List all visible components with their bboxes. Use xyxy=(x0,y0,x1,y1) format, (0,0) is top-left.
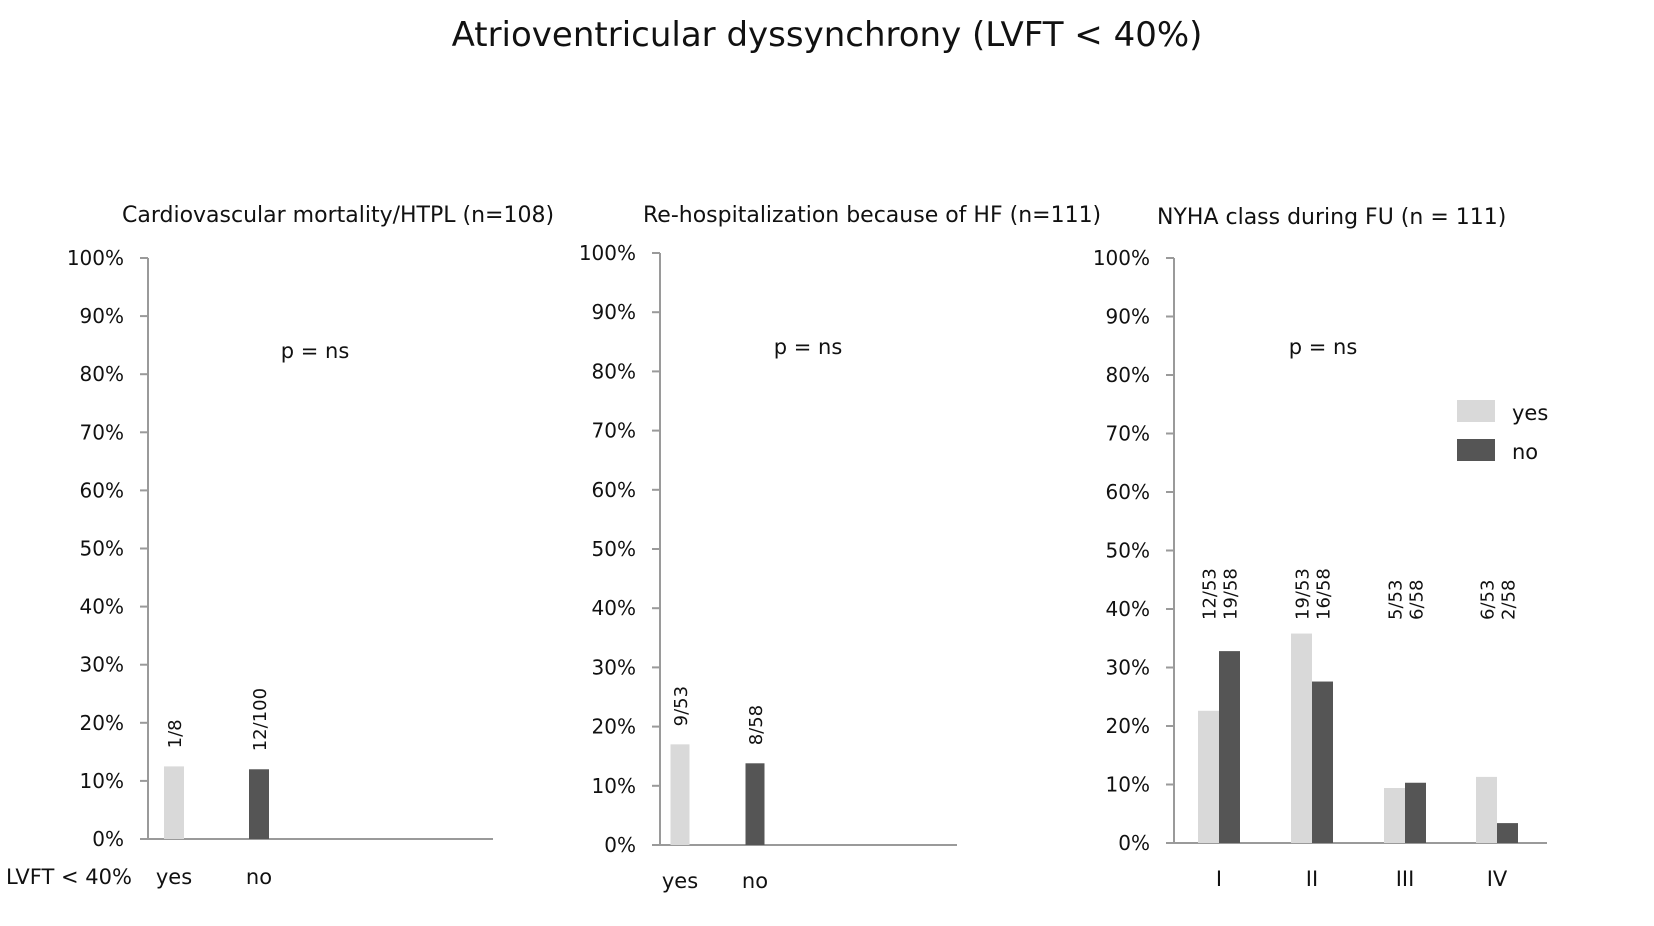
panel-title: Cardiovascular mortality/HTPL (n=108) xyxy=(122,203,554,228)
data-label: 12/100 xyxy=(250,688,271,751)
data-label: 9/53 xyxy=(671,686,692,726)
data-label: 16/58 xyxy=(1314,568,1335,620)
y-tick-label: 90% xyxy=(1106,305,1150,329)
x-category-label: II xyxy=(1306,867,1318,891)
bar-yes-IV xyxy=(1476,776,1497,843)
bar-no-I xyxy=(1219,651,1240,843)
x-category-label: IV xyxy=(1487,867,1508,891)
data-label: 1/8 xyxy=(165,719,186,748)
bar-yes-II xyxy=(1291,633,1312,843)
y-tick-label: 20% xyxy=(592,715,636,739)
y-tick-label: 50% xyxy=(592,537,636,561)
y-tick-label: 50% xyxy=(80,537,124,561)
data-label: 2/58 xyxy=(1499,580,1520,620)
data-label: 6/58 xyxy=(1407,580,1428,620)
y-tick-label: 100% xyxy=(579,241,636,265)
legend-label-yes: yes xyxy=(1512,401,1548,425)
p-value-annotation: p = ns xyxy=(1289,335,1358,359)
y-tick-label: 100% xyxy=(1093,246,1150,270)
p-value-annotation: p = ns xyxy=(774,335,843,359)
y-tick-label: 40% xyxy=(592,596,636,620)
bar-yes-III xyxy=(1384,788,1405,843)
y-tick-label: 70% xyxy=(592,419,636,443)
bar-yes-yes xyxy=(670,744,690,845)
y-tick-label: 20% xyxy=(80,711,124,735)
y-tick-label: 0% xyxy=(1118,831,1150,855)
data-label: 19/53 xyxy=(1293,568,1314,620)
bar-no-III xyxy=(1405,782,1426,843)
panel-title: NYHA class during FU (n = 111) xyxy=(1157,205,1506,230)
figure-title: Atrioventricular dyssynchrony (LVFT < 40… xyxy=(452,15,1203,55)
data-label: 12/53 xyxy=(1200,568,1221,620)
bar-no-IV xyxy=(1497,823,1518,843)
y-tick-label: 50% xyxy=(1106,539,1150,563)
data-label: 5/53 xyxy=(1386,580,1407,620)
x-category-label: I xyxy=(1216,867,1222,891)
x-category-label: yes xyxy=(156,865,192,889)
data-label: 8/58 xyxy=(746,705,767,745)
x-category-label: yes xyxy=(662,869,698,893)
y-tick-label: 90% xyxy=(592,300,636,324)
x-row-label: LVFT < 40% xyxy=(6,865,132,889)
y-tick-label: 40% xyxy=(1106,597,1150,621)
bar-yes-yes xyxy=(164,766,184,839)
y-tick-label: 20% xyxy=(1106,714,1150,738)
y-tick-label: 60% xyxy=(592,478,636,502)
y-tick-label: 60% xyxy=(80,478,124,502)
y-tick-label: 0% xyxy=(604,833,636,857)
y-tick-label: 40% xyxy=(80,595,124,619)
bar-no-II xyxy=(1312,681,1333,843)
y-tick-label: 60% xyxy=(1106,480,1150,504)
x-category-label: no xyxy=(246,865,272,889)
data-label: 19/58 xyxy=(1221,568,1242,620)
legend-label-no: no xyxy=(1512,440,1538,464)
y-tick-label: 30% xyxy=(1106,656,1150,680)
p-value-annotation: p = ns xyxy=(281,339,350,363)
panel-title: Re-hospitalization because of HF (n=111) xyxy=(643,203,1101,228)
y-tick-label: 80% xyxy=(1106,363,1150,387)
x-category-label: no xyxy=(742,869,768,893)
y-tick-label: 30% xyxy=(592,655,636,679)
y-tick-label: 30% xyxy=(80,653,124,677)
y-tick-label: 80% xyxy=(80,362,124,386)
y-tick-label: 10% xyxy=(1106,773,1150,797)
y-tick-label: 70% xyxy=(1106,422,1150,446)
x-category-label: III xyxy=(1396,867,1415,891)
y-tick-label: 10% xyxy=(592,774,636,798)
bar-no-no xyxy=(249,769,269,839)
data-label: 6/53 xyxy=(1478,580,1499,620)
y-tick-label: 10% xyxy=(80,769,124,793)
bar-no-no xyxy=(745,763,765,845)
y-tick-label: 0% xyxy=(92,827,124,851)
bar-yes-I xyxy=(1198,710,1219,843)
y-tick-label: 90% xyxy=(80,304,124,328)
y-tick-label: 80% xyxy=(592,359,636,383)
legend-swatch-no xyxy=(1457,439,1495,461)
legend-swatch-yes xyxy=(1457,400,1495,422)
y-tick-label: 70% xyxy=(80,420,124,444)
y-tick-label: 100% xyxy=(67,246,124,270)
